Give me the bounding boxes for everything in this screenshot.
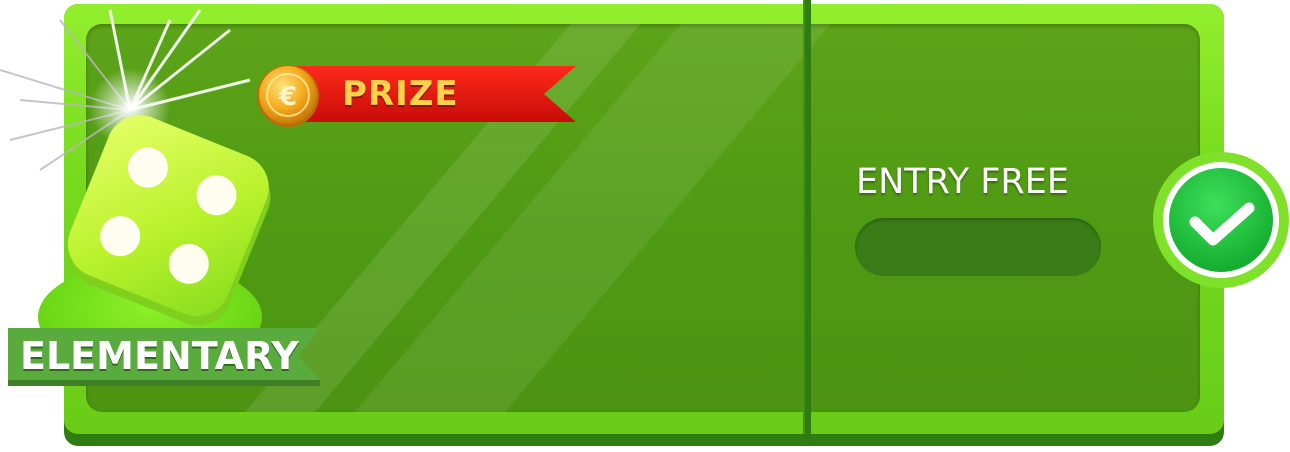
sparkle-burst-icon: [0, 9, 251, 171]
confirm-button[interactable]: [1151, 150, 1290, 290]
level-badge: ELEMENTARY: [8, 326, 326, 388]
level-label: ELEMENTARY: [20, 334, 299, 378]
prize-label: PRIZE: [342, 74, 459, 114]
prize-ribbon: PRIZE: [290, 64, 580, 124]
entry-label: ENTRY FREE: [856, 162, 1069, 202]
euro-coin-icon: €: [257, 65, 319, 127]
coin-symbol: €: [278, 82, 297, 112]
ribbon-shape: [290, 66, 576, 122]
card-divider: [803, 0, 811, 434]
badge-ribbon-shape: [8, 328, 320, 386]
dice-four-icon: [67, 115, 271, 326]
checkmark-icon: [1189, 202, 1255, 246]
entry-fee-field: [855, 218, 1101, 276]
